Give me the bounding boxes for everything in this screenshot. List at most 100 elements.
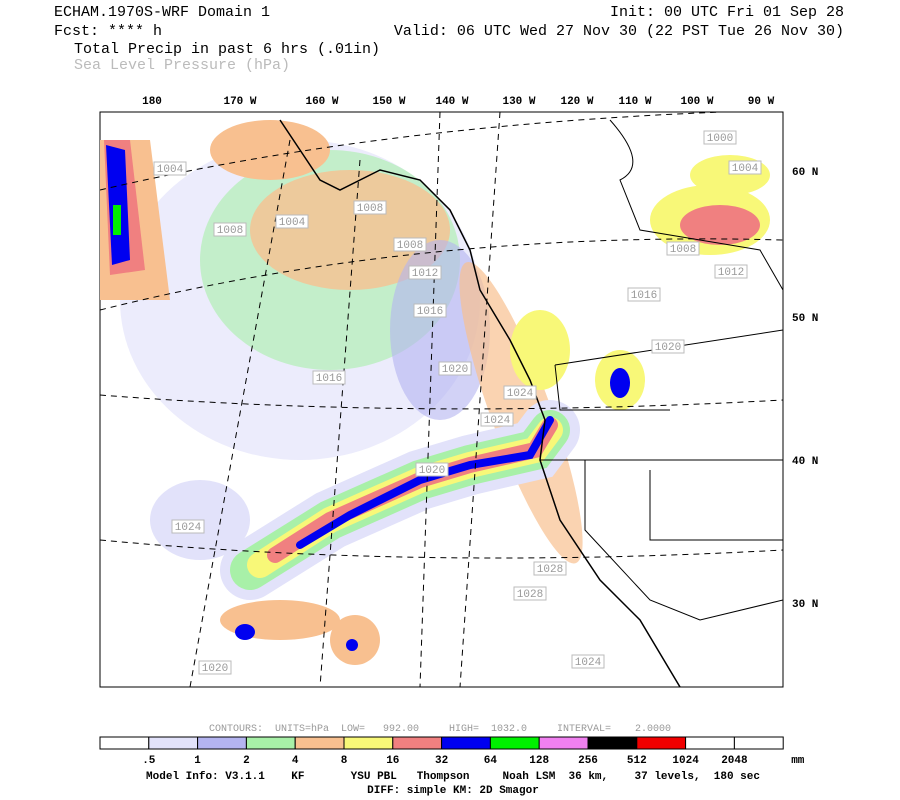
contour-label-box <box>651 339 685 354</box>
lat-label: 60 N <box>792 167 818 179</box>
contour-label: 1000 <box>707 133 733 145</box>
contour-label-box <box>213 222 247 237</box>
contour-label: 1012 <box>718 267 744 279</box>
lon-label: 150 W <box>372 96 405 108</box>
contour-label: 1004 <box>279 217 306 229</box>
field: Total Precip in past 6 hrs (.01in) <box>74 41 380 58</box>
lat-label: 50 N <box>792 313 818 325</box>
legend-label: 4 <box>292 755 299 767</box>
contour-label-box <box>533 561 567 576</box>
legend-label: .5 <box>142 755 156 767</box>
contour-label: 1028 <box>537 564 563 576</box>
legend-unit: mm <box>791 755 805 767</box>
contour-label: 1004 <box>157 164 184 176</box>
legend-swatch <box>733 736 784 750</box>
legend-swatch <box>636 736 687 750</box>
legend-swatch <box>489 736 540 750</box>
contour-label: 1012 <box>412 268 438 280</box>
contour-label: 1008 <box>217 225 243 237</box>
legend-swatch <box>197 736 247 750</box>
legend-label: 1024 <box>672 755 699 767</box>
contour-label: 1008 <box>670 244 696 256</box>
fcst: Fcst: **** h <box>54 23 162 40</box>
contour-label-box <box>503 385 537 400</box>
lon-label: 110 W <box>618 96 651 108</box>
contour-label-box <box>728 160 762 175</box>
contour-label-box <box>153 161 187 176</box>
legend-label: 1 <box>194 755 201 767</box>
contour-label-box <box>480 412 514 427</box>
contour-label-box <box>275 214 309 229</box>
legend-swatch <box>99 736 150 750</box>
contour-label-box <box>666 241 700 256</box>
legend-swatch <box>441 736 491 750</box>
contour-label: 1008 <box>397 240 423 252</box>
contour-label-box <box>703 130 737 145</box>
contour-label: 1028 <box>517 589 543 601</box>
lat-label: 40 N <box>792 456 818 468</box>
map-lines <box>100 112 783 687</box>
model-info: Model Info: V3.1.1 KF YSU PBL Thompson N… <box>146 771 760 783</box>
contour-label-box <box>171 519 205 534</box>
field: Sea Level Pressure (hPa) <box>74 57 290 74</box>
map: 1004 1008 1004 1008 1008 1012 1016 1020 1024 1024… <box>99 111 784 688</box>
contour-label: 1020 <box>442 364 468 376</box>
diff-info: DIFF: simple KM: 2D Smagor <box>367 785 539 797</box>
contour-label-box <box>393 237 427 252</box>
valid: Valid: 06 UTC Wed 27 Nov 30 (22 PST Tue … <box>394 23 844 40</box>
geo-labels: 1004 1008 1004 1008 1008 1012 1016 1020 1024 1024… <box>153 130 762 675</box>
legend-swatch <box>392 736 443 750</box>
contour-label-box <box>415 462 449 477</box>
legend-swatch <box>343 736 394 750</box>
contour-label-box <box>353 200 387 215</box>
contour-label-box <box>198 660 232 675</box>
contour-label-box <box>714 264 748 279</box>
legend-swatch <box>294 736 345 750</box>
lon-label: 180 <box>142 96 162 108</box>
contour-label: 1016 <box>631 290 657 302</box>
contour-label-box <box>438 361 472 376</box>
contour-label: 1024 <box>575 657 602 669</box>
contour-label: 1016 <box>417 306 443 318</box>
contour-label-box <box>408 265 442 280</box>
contour-label: 1020 <box>419 465 445 477</box>
legend-label: 2048 <box>721 755 748 767</box>
legend-swatch <box>538 736 589 750</box>
legend-swatch <box>148 736 199 750</box>
contour-label: 1004 <box>732 163 759 175</box>
legend-label: 64 <box>484 755 498 767</box>
legend: .5 1 2 4 8 16 32 64 128 256 512 1024 2048 mm <box>99 736 805 767</box>
contour-label: 1020 <box>202 663 228 675</box>
lat-label: 30 N <box>792 599 818 611</box>
lon-label: 90 W <box>748 96 775 108</box>
legend-swatch <box>587 736 638 750</box>
contour-label: 1020 <box>655 342 681 354</box>
contour-label-box <box>312 370 346 385</box>
legend-swatch <box>685 736 735 750</box>
contour-label-box <box>513 586 547 601</box>
contour-label: 1024 <box>175 522 202 534</box>
legend-label: 512 <box>627 755 647 767</box>
legend-label: 256 <box>578 755 598 767</box>
lon-label: 160 W <box>305 96 338 108</box>
contour-label: 1016 <box>316 373 342 385</box>
contour-label: 1024 <box>507 388 534 400</box>
legend-label: 32 <box>435 755 448 767</box>
lon-label: 100 W <box>680 96 713 108</box>
contour-info: CONTOURS: UNITS=hPa LOW= 992.00 HIGH= 10… <box>209 723 671 735</box>
lon-label: 170 W <box>223 96 256 108</box>
legend-label: 2 <box>243 755 250 767</box>
lon-label: 120 W <box>560 96 593 108</box>
legend-label: 16 <box>386 755 399 767</box>
init: Init: 00 UTC Fri 01 Sep 28 <box>610 4 844 21</box>
title: ECHAM.1970S-WRF Domain 1 <box>54 4 270 21</box>
lon-label: 130 W <box>502 96 535 108</box>
contour-label: 1008 <box>357 203 383 215</box>
contour-label-box <box>413 303 447 318</box>
contour-label-box <box>571 654 605 669</box>
legend-label: 128 <box>529 755 549 767</box>
contour-label: 1024 <box>484 415 511 427</box>
legend-label: 8 <box>341 755 348 767</box>
legend-swatch <box>245 736 296 750</box>
